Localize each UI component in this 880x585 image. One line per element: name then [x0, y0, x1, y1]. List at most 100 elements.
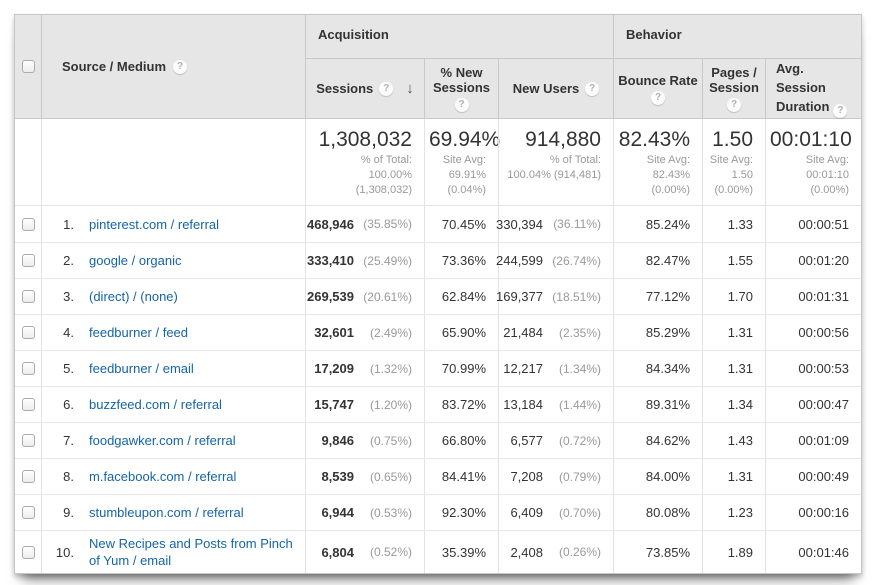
- new-users-percent: (18.51%): [552, 289, 601, 304]
- new-users-cell: 13,184 (1.44%): [498, 387, 613, 422]
- source-medium-link[interactable]: (direct) / (none): [89, 289, 178, 304]
- help-icon[interactable]: ?: [585, 81, 600, 96]
- totals-new-users-sub: 100.04% (914,481): [507, 169, 601, 181]
- help-icon[interactable]: ?: [833, 104, 848, 118]
- row-checkbox[interactable]: [21, 506, 35, 519]
- pages-session-cell: 1.23: [702, 495, 765, 530]
- new-users-value: 244,599: [496, 253, 543, 268]
- totals-pages-session-sub: Site Avg:: [709, 154, 753, 166]
- pages-session-value: 1.89: [727, 544, 753, 560]
- sort-descending-icon[interactable]: ↓: [406, 80, 414, 97]
- column-header-new-users[interactable]: New Users ?: [498, 59, 613, 118]
- avg-duration-value: 00:00:53: [798, 361, 849, 376]
- row-checkbox[interactable]: [21, 290, 35, 303]
- help-icon[interactable]: ?: [727, 98, 741, 112]
- totals-avg-duration-sub: Site Avg:: [805, 154, 849, 166]
- row-checkbox[interactable]: [21, 254, 35, 267]
- row-checkbox-cell: [15, 315, 41, 350]
- sessions-cell: 32,601 (2.49%): [305, 315, 424, 350]
- sessions-cell: 333,410 (25.49%): [305, 243, 424, 278]
- source-medium-link[interactable]: google / organic: [89, 253, 182, 268]
- sessions-percent: (0.52%): [369, 545, 412, 559]
- bounce-rate-cell: 84.00%: [613, 459, 702, 494]
- new-users-cell: 330,394 (36.11%): [496, 206, 613, 242]
- sessions-value: 333,410: [307, 253, 354, 268]
- pages-session-value: 1.31: [727, 325, 753, 340]
- pct-new-sessions-value: 92.30%: [441, 505, 486, 520]
- help-icon[interactable]: ?: [454, 98, 469, 112]
- source-medium-link[interactable]: m.facebook.com / referral: [89, 469, 237, 484]
- avg-session-duration-label-line2: Duration: [776, 99, 830, 114]
- totals-pct-new-sessions-value: 69.94%: [429, 128, 501, 151]
- table-row: 4. feedburner / feed 32,601 (2.49%) 65.9…: [15, 314, 861, 350]
- source-medium-link[interactable]: pinterest.com / referral: [89, 216, 220, 232]
- help-icon[interactable]: ?: [379, 81, 394, 96]
- avg-duration-cell: 00:00:53: [765, 351, 861, 386]
- pct-new-sessions-cell: 35.39%: [424, 531, 498, 573]
- row-checkbox[interactable]: [21, 217, 35, 231]
- row-checkbox[interactable]: [21, 398, 35, 411]
- totals-pct-new-sessions-sub: Site Avg:: [442, 154, 486, 166]
- pages-session-value: 1.31: [727, 361, 753, 376]
- source-medium-link[interactable]: feedburner / email: [89, 361, 194, 376]
- source-medium-link[interactable]: foodgawker.com / referral: [89, 433, 236, 448]
- row-checkbox[interactable]: [21, 326, 35, 339]
- help-icon[interactable]: ?: [651, 90, 665, 105]
- pages-session-cell: 1.33: [702, 206, 765, 242]
- column-header-source-medium[interactable]: Source / Medium ?: [41, 15, 305, 118]
- bounce-rate-value: 85.29%: [645, 325, 690, 340]
- column-header-sessions[interactable]: Sessions ? ↓: [305, 59, 424, 118]
- pages-session-cell: 1.55: [702, 243, 765, 278]
- totals-pages-session-value: 1.50: [712, 128, 753, 151]
- new-users-percent: (2.35%): [558, 325, 601, 340]
- column-header-avg-session-duration[interactable]: Avg. Session Duration?: [765, 59, 861, 118]
- new-users-cell: 2,408 (0.26%): [498, 531, 613, 573]
- pages-session-cell: 1.31: [702, 315, 765, 350]
- pages-session-cell: 1.43: [702, 423, 765, 458]
- totals-avg-duration-sub: (0.00%): [810, 184, 849, 196]
- column-header-pages-session[interactable]: Pages / Session ?: [702, 59, 765, 118]
- avg-duration-cell: 00:00:51: [765, 206, 861, 242]
- pct-new-sessions-value: 84.41%: [441, 469, 486, 484]
- row-checkbox[interactable]: [21, 470, 35, 483]
- source-medium-link[interactable]: feedburner / feed: [89, 325, 189, 340]
- row-index: 8.: [63, 469, 74, 484]
- help-icon[interactable]: ?: [173, 59, 188, 74]
- sessions-percent: (0.65%): [369, 469, 412, 484]
- new-users-percent: (0.26%): [558, 545, 601, 559]
- row-index: 6.: [63, 397, 74, 412]
- totals-avg-duration-value: 00:01:10: [770, 128, 852, 151]
- source-medium-link[interactable]: stumbleupon.com / referral: [89, 505, 244, 520]
- source-medium-cell: 9. stumbleupon.com / referral: [41, 495, 305, 530]
- pages-session-cell: 1.34: [702, 387, 765, 422]
- avg-duration-cell: 00:01:20: [765, 243, 861, 278]
- row-checkbox-cell: [15, 459, 41, 494]
- column-header-bounce-rate[interactable]: Bounce Rate ?: [613, 59, 702, 118]
- row-checkbox[interactable]: [21, 545, 35, 559]
- new-users-cell: 21,484 (2.35%): [498, 315, 613, 350]
- source-medium-report-table: Source / Medium ? Acquisition Behavior S…: [14, 14, 862, 574]
- avg-duration-value: 00:01:09: [798, 433, 849, 448]
- new-users-value: 330,394: [496, 216, 543, 232]
- sessions-percent: (35.85%): [363, 217, 412, 231]
- column-header-pct-new-sessions[interactable]: % New Sessions ?: [424, 59, 498, 118]
- new-users-percent: (0.79%): [558, 469, 601, 484]
- avg-duration-value: 00:00:16: [798, 505, 849, 520]
- row-checkbox[interactable]: [21, 434, 35, 447]
- bounce-rate-cell: 85.29%: [613, 315, 702, 350]
- pct-new-sessions-cell: 65.90%: [424, 315, 498, 350]
- source-medium-link[interactable]: New Recipes and Posts from Pinch of Yum …: [89, 536, 293, 568]
- source-medium-link[interactable]: buzzfeed.com / referral: [89, 397, 222, 412]
- row-checkbox[interactable]: [21, 362, 35, 375]
- source-medium-cell: 3. (direct) / (none): [41, 279, 305, 314]
- source-medium-cell: 10. New Recipes and Posts from Pinch of …: [41, 531, 305, 573]
- avg-duration-cell: 00:00:47: [765, 387, 861, 422]
- avg-duration-value: 00:00:47: [798, 397, 849, 412]
- select-all-checkbox[interactable]: [21, 60, 35, 73]
- new-users-value: 2,408: [510, 544, 543, 560]
- pct-new-sessions-cell: 70.99%: [424, 351, 498, 386]
- avg-duration-cell: 00:01:31: [765, 279, 861, 314]
- sessions-percent: (25.49%): [363, 253, 412, 268]
- new-users-cell: 7,208 (0.79%): [498, 459, 613, 494]
- new-users-percent: (1.44%): [558, 397, 601, 412]
